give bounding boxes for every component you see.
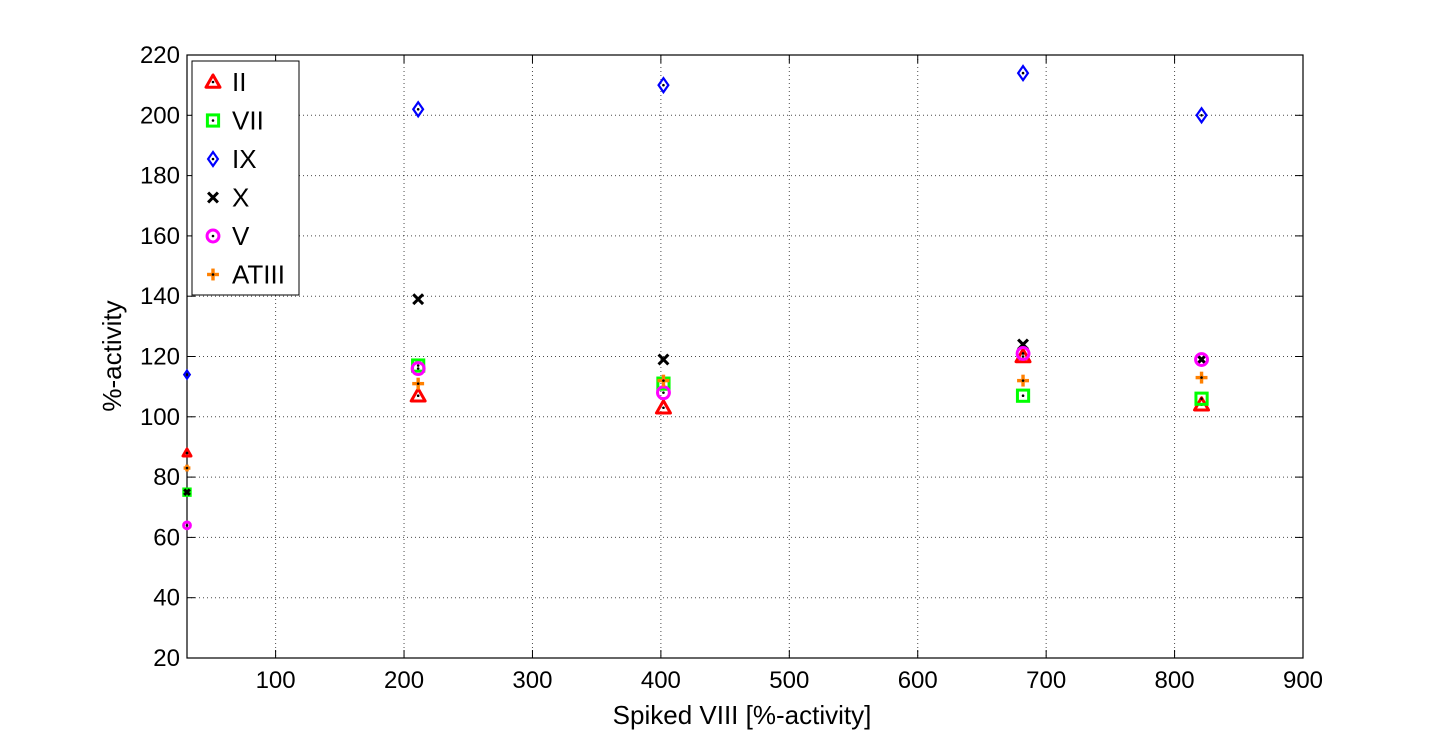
data-point-v <box>182 520 192 531</box>
data-point-v <box>656 385 671 401</box>
data-point-x <box>183 488 191 497</box>
legend-marker-ii <box>204 73 222 89</box>
data-point-ix <box>182 368 192 381</box>
legend-label-ix: IX <box>232 144 257 174</box>
y-tick-label: 140 <box>140 283 180 310</box>
legend-box <box>191 60 300 296</box>
y-tick-label: 60 <box>153 524 180 551</box>
legend-label-v: V <box>232 221 250 251</box>
x-tick-label: 700 <box>1026 667 1066 694</box>
y-tick-label: 160 <box>140 223 180 250</box>
data-point-ii <box>181 447 193 458</box>
x-tick-label: 200 <box>384 667 424 694</box>
y-axis-label: %-activity <box>97 300 127 411</box>
y-tick-label: 220 <box>140 42 180 69</box>
data-point-x <box>657 353 670 366</box>
legend-label-vii: VII <box>232 106 264 136</box>
data-point-atiii <box>1195 371 1208 384</box>
legend-label-x: X <box>232 183 249 213</box>
data-point-atiii <box>412 377 425 390</box>
data-point-v <box>1194 352 1209 367</box>
x-tick-label: 500 <box>769 667 809 694</box>
data-point-v <box>1015 346 1031 361</box>
data-point-x <box>412 293 425 306</box>
x-tick-label: 400 <box>641 667 681 694</box>
y-tick-label: 100 <box>140 404 180 431</box>
x-tick-label: 300 <box>512 667 552 694</box>
y-tick-label: 40 <box>153 585 180 612</box>
legend-label-atiii: ATIII <box>232 260 285 290</box>
data-point-v <box>410 361 426 377</box>
data-point-ix <box>1016 64 1030 83</box>
data-point-ii <box>654 399 672 415</box>
legend-marker-x <box>207 191 219 204</box>
data-point-ix <box>657 76 670 95</box>
legend-marker-ix <box>206 150 220 168</box>
legend-marker-v <box>205 228 221 244</box>
data-points <box>181 64 1211 531</box>
data-point-atiii <box>183 464 191 472</box>
y-tick-label: 180 <box>140 163 180 190</box>
x-tick-label: 100 <box>256 667 296 694</box>
legend-marker-atiii <box>207 268 219 281</box>
y-tick-label: 120 <box>140 344 180 371</box>
x-tick-label: 900 <box>1283 667 1323 694</box>
data-point-atiii <box>1017 374 1029 387</box>
axis-ticks: 100 200 300 400 500 600 700 800 900 20 40 60 80 100 12… <box>140 42 1323 694</box>
data-point-vii <box>1194 391 1209 406</box>
legend-marker-vii <box>205 113 221 128</box>
data-point-ii <box>409 387 427 403</box>
x-tick-label: 800 <box>1155 667 1195 694</box>
legend: II VII IX XV ATIII <box>191 60 300 296</box>
y-tick-label: 20 <box>153 645 180 672</box>
x-tick-label: 600 <box>898 667 938 694</box>
data-point-ix <box>411 100 425 119</box>
data-point-ii <box>1014 348 1032 364</box>
data-point-ix <box>1195 106 1208 125</box>
y-tick-label: 200 <box>140 102 180 129</box>
x-axis-label: Spiked VIII [%-activity] <box>613 700 872 730</box>
data-point-atiii <box>657 374 670 387</box>
legend-label-ii: II <box>232 67 246 97</box>
data-point-vii <box>1015 388 1031 403</box>
y-tick-label: 80 <box>153 464 180 491</box>
